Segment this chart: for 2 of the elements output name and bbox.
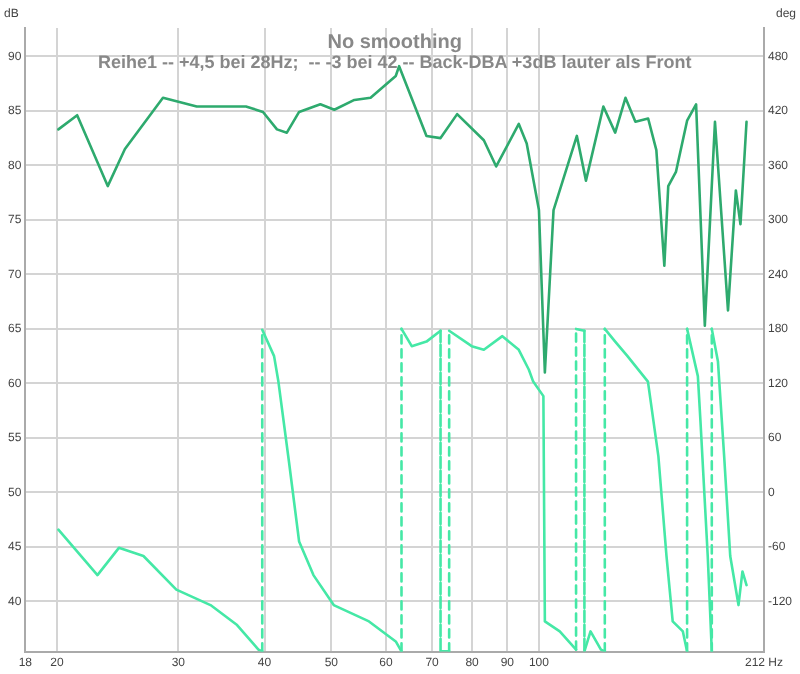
text: Reihe1 -- +4,5 bei 28Hz; -- -3 bei 42 -- Back-DBA +3dB lauter als Front [97, 51, 692, 72]
chart-title: No smoothing [327, 31, 462, 54]
